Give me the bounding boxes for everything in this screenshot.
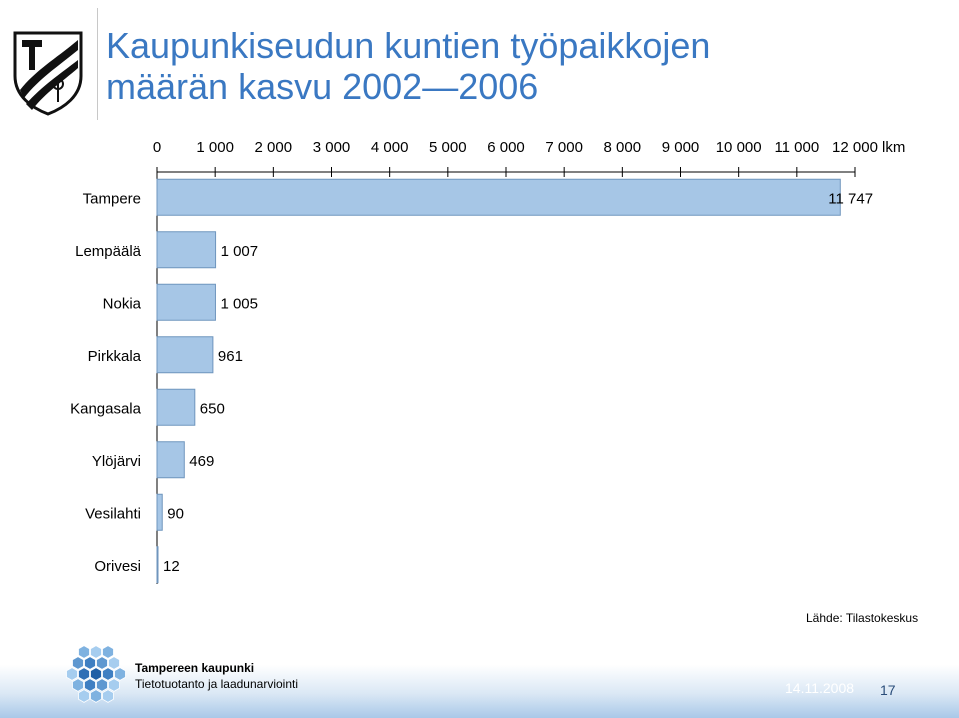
category-label: Pirkkala	[88, 348, 142, 365]
data-label: 469	[189, 453, 214, 470]
footer-org-name: Tampereen kaupunki	[135, 661, 255, 675]
x-tick-label: 11 000	[774, 139, 819, 156]
hexagon-cell	[84, 678, 96, 692]
x-tick-label: 2 000	[255, 139, 293, 156]
category-label: Ylöjärvi	[92, 453, 141, 470]
data-label: 1 007	[221, 243, 259, 260]
category-label: Lempäälä	[75, 243, 142, 260]
hexagon-cell	[102, 645, 114, 659]
x-tick-label: 9 000	[662, 139, 700, 156]
bar-nokia	[156, 283, 216, 321]
hexagon-cell	[90, 645, 102, 659]
footer-page-number: 17	[880, 682, 896, 698]
x-tick-label: 5 000	[429, 139, 467, 156]
category-label: Kangasala	[70, 400, 142, 417]
hexagon-cell	[102, 689, 114, 703]
x-tick-label: 3 000	[313, 139, 351, 156]
category-label: Orivesi	[94, 558, 141, 575]
hexagon-cell	[102, 667, 114, 681]
bar-ylöjärvi	[156, 441, 185, 479]
footer-date: 14.11.2008	[785, 680, 855, 696]
hexagon-cell	[96, 656, 108, 670]
page-title-line-1: Kaupunkiseudun kuntien työpaikkojen	[106, 25, 711, 66]
hexagon-cell	[108, 656, 120, 670]
labels: Tampere 11 747 Lempäälä 1 007 Nokia 1 005 Pirk…	[70, 190, 873, 575]
x-tick-label: 8 000	[604, 139, 642, 156]
bar-lempäälä	[156, 231, 217, 269]
hexagon-cell	[108, 678, 120, 692]
x-tick-label: 6 000	[487, 139, 525, 156]
bar-pirkkala	[156, 336, 214, 374]
bar-orivesi	[156, 546, 159, 584]
hexagon-cluster-icon	[66, 645, 126, 703]
hexagon-cell	[78, 689, 90, 703]
page-title-line-2: määrän kasvu 2002—2006	[106, 66, 539, 107]
header-divider	[97, 8, 98, 120]
data-label: 1 005	[220, 295, 258, 312]
x-axis: 0 1 000 2 000 3 000 4 000 5 000 6 000 7 000 8 00…	[153, 139, 905, 584]
x-tick-label: 7 000	[545, 139, 583, 156]
hexagon-cell	[72, 678, 84, 692]
footer-org-unit: Tietotuotanto ja laadunarviointi	[135, 677, 298, 691]
hexagon-cell	[90, 689, 102, 703]
bar-vesilahti	[156, 493, 163, 531]
data-label: 11 747	[828, 190, 873, 207]
source-note: Lähde: Tilastokeskus	[806, 611, 919, 625]
x-tick-label: 1 000	[196, 139, 234, 156]
hexagon-cell	[78, 645, 90, 659]
hexagon-cell	[114, 667, 126, 681]
hexagon-cell	[72, 656, 84, 670]
hexagon-cell	[78, 667, 90, 681]
data-label: 650	[200, 400, 225, 417]
tampere-coat-of-arms-icon	[13, 31, 83, 116]
x-unit-label: lkm	[882, 139, 905, 156]
hexagon-cell	[96, 678, 108, 692]
data-label: 12	[163, 558, 180, 575]
category-label: Vesilahti	[85, 505, 141, 522]
x-tick-label: 12 000	[832, 139, 878, 156]
bars	[156, 178, 841, 584]
footer-band	[0, 636, 959, 718]
data-label: 90	[167, 505, 184, 522]
data-label: 961	[218, 348, 243, 365]
bar-chart: 0 1 000 2 000 3 000 4 000 5 000 6 000 7 000 8 00…	[70, 139, 905, 584]
x-tick-label: 0	[153, 139, 161, 156]
x-tick-label: 10 000	[716, 139, 762, 156]
category-label: Tampere	[83, 190, 141, 207]
hexagon-cell	[66, 667, 78, 681]
bar-tampere	[156, 178, 841, 216]
bar-kangasala	[156, 388, 196, 426]
hexagon-cell	[84, 656, 96, 670]
category-label: Nokia	[103, 295, 142, 312]
x-tick-label: 4 000	[371, 139, 409, 156]
hexagon-cell	[90, 667, 102, 681]
